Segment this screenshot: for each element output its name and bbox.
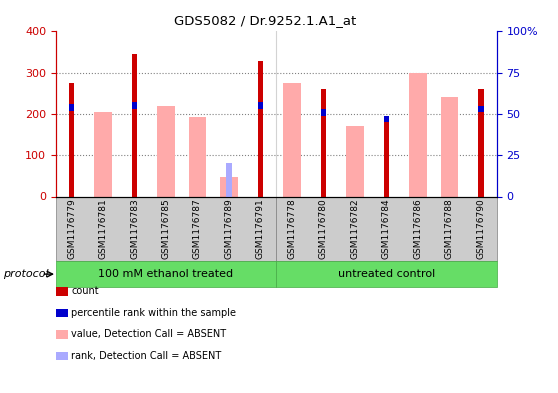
Bar	[283, 83, 301, 196]
Text: untreated control: untreated control	[338, 269, 435, 279]
Text: value, Detection Call = ABSENT: value, Detection Call = ABSENT	[71, 329, 227, 340]
Bar	[132, 54, 137, 196]
Bar	[409, 73, 426, 196]
Bar	[189, 117, 206, 196]
Text: rank, Detection Call = ABSENT: rank, Detection Call = ABSENT	[71, 351, 222, 361]
Bar	[69, 104, 74, 111]
Bar	[157, 106, 175, 196]
Text: count: count	[71, 286, 99, 296]
Bar	[321, 109, 326, 116]
Bar	[258, 103, 263, 109]
Bar	[383, 118, 389, 196]
Text: protocol: protocol	[3, 269, 49, 279]
Text: GDS5082 / Dr.9252.1.A1_at: GDS5082 / Dr.9252.1.A1_at	[174, 14, 356, 27]
Bar	[94, 112, 112, 196]
Bar	[441, 97, 458, 196]
Text: percentile rank within the sample: percentile rank within the sample	[71, 308, 237, 318]
Bar	[478, 106, 484, 112]
Bar	[383, 116, 389, 122]
Bar	[220, 177, 238, 196]
Bar	[69, 83, 74, 196]
Text: 100 mM ethanol treated: 100 mM ethanol treated	[98, 269, 234, 279]
Bar	[321, 89, 326, 196]
Bar	[132, 103, 137, 109]
Bar	[258, 61, 263, 196]
Bar	[226, 163, 232, 196]
Bar	[347, 125, 364, 196]
Bar	[478, 89, 484, 196]
